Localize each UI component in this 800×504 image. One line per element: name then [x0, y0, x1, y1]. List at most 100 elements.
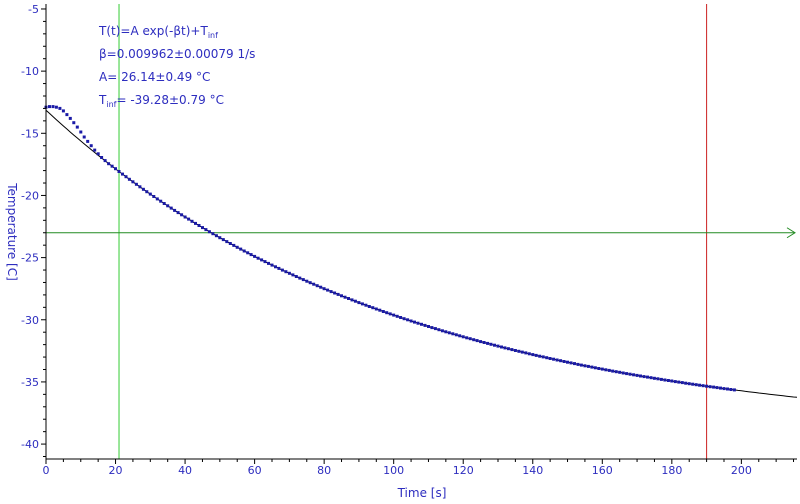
data-point — [291, 273, 295, 277]
y-tick-label: -30 — [21, 314, 39, 327]
data-point — [566, 360, 569, 364]
data-point — [433, 327, 437, 331]
data-point — [569, 361, 573, 365]
data-point — [343, 295, 347, 299]
data-point — [225, 240, 229, 244]
y-tick-label: -5 — [28, 3, 39, 16]
data-point — [82, 135, 86, 139]
data-point — [277, 266, 281, 270]
data-point — [228, 242, 232, 245]
data-point — [159, 199, 163, 203]
cursor-arrowhead — [786, 227, 796, 239]
data-point — [107, 162, 111, 166]
data-point — [371, 306, 375, 310]
data-point — [479, 340, 483, 344]
data-point — [562, 360, 566, 363]
data-point — [427, 325, 430, 328]
data-point — [201, 226, 204, 230]
data-point — [381, 310, 385, 313]
data-point — [155, 197, 159, 201]
data-point — [319, 285, 323, 289]
data-point — [694, 383, 698, 387]
data-point — [652, 376, 656, 380]
data-point — [673, 380, 677, 384]
data-point — [583, 364, 587, 368]
data-point — [65, 113, 69, 117]
data-point — [402, 317, 406, 321]
data-point — [493, 343, 496, 347]
data-point — [249, 253, 253, 257]
data-point — [712, 385, 716, 389]
data-point — [468, 337, 472, 341]
fit-formula: T(t)=A exp(-βt)+Tinf — [98, 24, 218, 40]
data-point — [183, 215, 187, 219]
data-point — [649, 376, 653, 380]
data-point — [214, 234, 218, 238]
fit-tinf: Tinf= -39.28±0.79 °C — [98, 93, 224, 109]
data-point — [611, 369, 615, 373]
data-points-layer — [44, 105, 736, 392]
y-tick-label: -20 — [21, 189, 39, 202]
data-point — [301, 278, 305, 282]
data-point — [322, 287, 326, 291]
data-point — [722, 387, 726, 391]
data-point — [628, 372, 632, 376]
data-point — [489, 342, 493, 346]
data-point — [207, 230, 211, 234]
fit-curve-layer — [45, 109, 798, 398]
data-point — [54, 105, 58, 109]
data-point — [527, 352, 531, 356]
y-tick-label: -10 — [21, 65, 39, 78]
data-point — [423, 323, 427, 327]
data-point — [684, 381, 688, 385]
data-point — [86, 139, 90, 143]
data-point — [552, 357, 556, 361]
data-point — [670, 379, 674, 383]
data-point — [604, 368, 608, 372]
data-point — [510, 348, 514, 352]
data-point — [270, 263, 274, 267]
axes-layer: 0 20 40 60 80 100 120 140 160 180 200 -5 -10 -15 -20 -2… — [21, 3, 797, 477]
x-tick-label: 0 — [43, 464, 50, 477]
data-point — [524, 351, 528, 355]
data-point — [597, 367, 601, 370]
data-point — [621, 371, 625, 375]
x-tick-label: 180 — [661, 464, 682, 477]
data-point — [267, 261, 270, 265]
data-point — [635, 373, 639, 377]
y-axis-title: Temperature [C] — [5, 182, 19, 281]
data-point — [666, 379, 670, 382]
data-point — [437, 328, 441, 332]
data-point — [687, 382, 691, 386]
data-point — [166, 204, 170, 208]
data-point — [298, 276, 302, 280]
data-point — [333, 291, 337, 295]
data-point — [465, 336, 469, 340]
data-point — [458, 334, 462, 338]
data-point — [545, 356, 549, 360]
data-point — [409, 319, 413, 323]
data-point — [715, 386, 719, 390]
data-point — [110, 164, 114, 168]
data-point — [590, 365, 594, 369]
data-point — [559, 359, 563, 363]
data-point — [517, 349, 521, 353]
data-point — [79, 130, 83, 134]
data-point — [284, 270, 288, 274]
data-point — [134, 182, 138, 186]
data-point — [197, 224, 201, 227]
data-point — [347, 297, 350, 300]
x-axis-title: Time [s] — [397, 486, 447, 500]
data-point — [378, 308, 382, 312]
x-tick-label: 20 — [109, 464, 123, 477]
data-point — [329, 290, 333, 294]
data-point — [503, 346, 507, 350]
fit-amplitude: A= 26.14±0.49 °C — [99, 70, 210, 84]
data-point — [204, 228, 208, 232]
data-point — [235, 245, 239, 249]
data-point — [573, 362, 576, 366]
data-point — [475, 339, 479, 343]
data-point — [659, 377, 663, 381]
data-point — [656, 377, 660, 381]
